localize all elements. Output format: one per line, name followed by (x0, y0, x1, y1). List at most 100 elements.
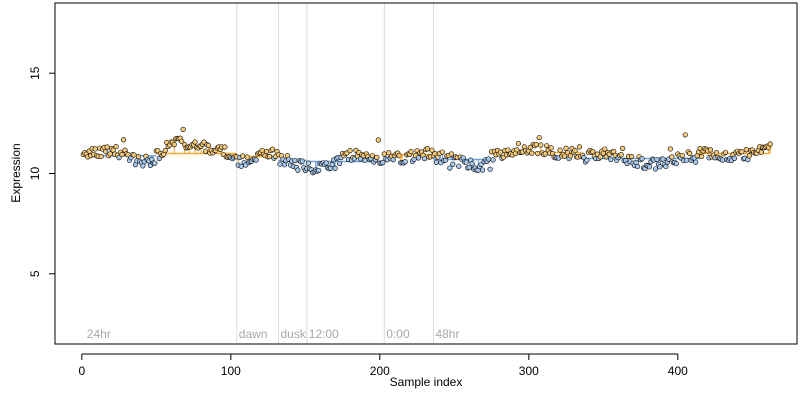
segment-label: 12:00 (309, 327, 339, 341)
segment-markers (236, 3, 434, 344)
data-point (292, 157, 298, 164)
data-point (739, 149, 745, 155)
data-point (162, 147, 168, 154)
data-point (536, 134, 542, 141)
data-point (758, 149, 764, 155)
x-tick-label: 0 (78, 364, 85, 378)
data-point (590, 149, 596, 155)
data-point (244, 154, 250, 160)
y-axis: 5 10 15 (28, 66, 56, 277)
data-point (369, 153, 375, 159)
data-point (336, 160, 343, 167)
segment-label: dawn (239, 327, 268, 341)
data-point (447, 165, 453, 171)
data-point (561, 153, 568, 159)
data-point (557, 147, 563, 153)
data-point (156, 155, 162, 162)
data-point (646, 164, 653, 170)
data-point (485, 156, 492, 162)
data-point (576, 144, 583, 150)
data-point (192, 139, 198, 145)
data-point (135, 153, 142, 160)
data-point (120, 137, 127, 143)
data-point (584, 157, 590, 163)
data-point (380, 160, 386, 166)
data-point (629, 153, 635, 160)
data-point (767, 141, 773, 147)
data-point (463, 159, 469, 165)
data-point (652, 166, 659, 172)
data-point (663, 163, 669, 170)
data-point (563, 145, 569, 151)
data-point (538, 142, 544, 148)
data-point (152, 160, 158, 166)
data-point (374, 154, 380, 160)
data-point (202, 148, 209, 154)
data-point (171, 141, 177, 148)
data-point (277, 161, 283, 167)
data-point (497, 149, 504, 155)
data-point (269, 146, 276, 152)
data-point (529, 150, 535, 156)
data-point (460, 155, 466, 161)
data-point (684, 157, 690, 163)
data-point (654, 156, 660, 163)
data-point (421, 156, 428, 162)
y-axis-label: Expression (9, 143, 23, 202)
segment-label: 0:00 (386, 327, 410, 341)
data-point (253, 157, 259, 163)
data-point (179, 138, 185, 144)
segment-label: 48hr (435, 327, 459, 341)
data-point (98, 153, 104, 160)
data-point (722, 149, 729, 156)
data-point (448, 151, 454, 157)
data-point (669, 154, 675, 160)
data-point (439, 149, 445, 155)
x-tick-label: 100 (221, 364, 241, 378)
data-point (424, 146, 431, 152)
data-point (375, 137, 381, 143)
data-point (608, 156, 614, 163)
data-point (687, 150, 693, 157)
data-point (295, 167, 301, 173)
data-point (515, 140, 521, 147)
data-point (657, 164, 663, 170)
data-point (567, 153, 574, 159)
data-point (433, 159, 440, 165)
data-point (347, 148, 353, 154)
data-point (743, 147, 749, 153)
data-point (119, 151, 125, 158)
data-point (316, 167, 322, 174)
data-point (116, 155, 122, 161)
data-point (699, 153, 705, 160)
data-point (323, 160, 329, 166)
data-point (305, 160, 311, 166)
data-point (381, 151, 387, 157)
data-point (402, 159, 408, 165)
y-tick-label: 10 (28, 167, 42, 181)
data-point (707, 147, 714, 153)
data-point (597, 154, 603, 160)
x-axis-label: Sample index (390, 375, 463, 389)
data-point (533, 142, 539, 148)
data-point (450, 161, 456, 167)
x-tick-label: 300 (519, 364, 539, 378)
data-point (180, 126, 186, 132)
y-tick-label: 5 (28, 270, 42, 277)
data-point (693, 159, 699, 165)
data-point (466, 164, 472, 171)
segment-label: 24hr (87, 327, 111, 341)
data-point (660, 156, 666, 162)
data-point (131, 152, 137, 158)
data-point (548, 145, 554, 151)
data-point (92, 146, 98, 152)
data-point (113, 143, 119, 150)
data-point (415, 155, 422, 161)
data-point (329, 161, 335, 168)
x-axis: 0 100 200 300 400 (78, 353, 688, 378)
plot-frame (54, 2, 798, 345)
data-point (667, 146, 673, 152)
data-point (408, 148, 414, 155)
x-tick-label: 200 (370, 364, 390, 378)
data-point (456, 163, 462, 169)
